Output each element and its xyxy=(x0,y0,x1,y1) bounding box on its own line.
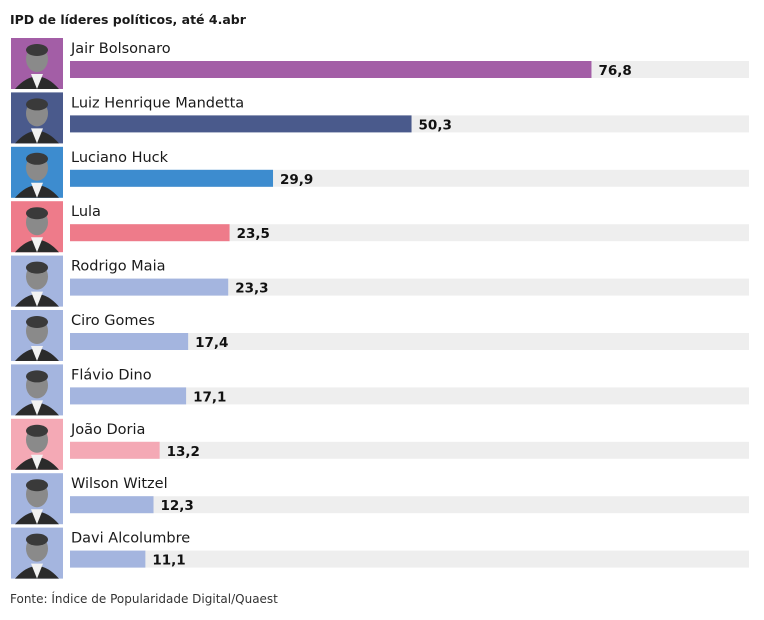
bar xyxy=(70,550,146,568)
category-label: Luiz Henrique Mandetta xyxy=(71,95,244,111)
bar-track xyxy=(70,496,749,514)
portrait-photo xyxy=(11,473,63,525)
category-label: Davi Alcolumbre xyxy=(71,531,190,547)
portrait-photo xyxy=(11,92,63,144)
bar xyxy=(70,278,229,296)
portrait-photo xyxy=(11,418,63,470)
portrait-photo xyxy=(11,146,63,198)
category-label: Lula xyxy=(71,204,101,220)
value-label: 13,2 xyxy=(167,444,200,460)
category-label: Rodrigo Maia xyxy=(71,259,165,275)
bar-row: Wilson Witzel 12,3 xyxy=(11,473,749,525)
category-label: Jair Bolsonaro xyxy=(70,41,171,57)
value-label: 17,1 xyxy=(193,389,226,405)
bar xyxy=(70,224,230,242)
bar-row: João Doria 13,2 xyxy=(11,418,749,470)
portrait-photo xyxy=(11,527,63,579)
portrait-photo xyxy=(11,364,63,416)
category-label: Luciano Huck xyxy=(71,150,169,166)
bar xyxy=(70,441,160,459)
portrait-photo xyxy=(11,255,63,307)
bar-row: Luiz Henrique Mandetta 50,3 xyxy=(11,92,749,144)
bar xyxy=(70,333,189,350)
source-note: Fonte: Índice de Popularidade Digital/Qu… xyxy=(10,592,278,606)
bar-track xyxy=(70,224,749,242)
category-label: Flávio Dino xyxy=(71,367,152,383)
bar-row: Davi Alcolumbre 11,1 xyxy=(11,527,749,579)
bar-row: Lula 23,5 xyxy=(11,201,749,253)
value-label: 50,3 xyxy=(419,117,452,133)
bar-row: Flávio Dino 17,1 xyxy=(11,364,749,416)
value-label: 12,3 xyxy=(161,498,194,514)
value-label: 23,5 xyxy=(237,226,270,242)
bar-track xyxy=(70,387,749,405)
portrait-photo xyxy=(11,201,63,253)
bar-track xyxy=(70,278,749,296)
bar-track xyxy=(70,333,749,350)
bar xyxy=(70,61,592,78)
value-label: 76,8 xyxy=(598,63,631,79)
chart-title: IPD de líderes políticos, até 4.abr xyxy=(10,12,246,27)
value-label: 23,3 xyxy=(235,281,268,297)
bar xyxy=(70,169,274,187)
bar xyxy=(70,115,412,133)
bar-row: Rodrigo Maia 23,3 xyxy=(11,255,749,307)
bar-row: Ciro Gomes 17,4 xyxy=(11,310,749,361)
bar xyxy=(70,387,187,405)
category-label: João Doria xyxy=(70,422,145,438)
value-label: 11,1 xyxy=(152,553,185,569)
bar-track xyxy=(70,441,749,459)
portrait-photo xyxy=(11,310,63,361)
bar xyxy=(70,496,154,514)
value-label: 29,9 xyxy=(280,172,313,188)
value-label: 17,4 xyxy=(195,335,228,351)
bar-track xyxy=(70,550,749,568)
category-label: Wilson Witzel xyxy=(71,476,168,492)
portrait-photo xyxy=(11,38,63,89)
bar-row: Luciano Huck 29,9 xyxy=(11,146,749,198)
bar-row: Jair Bolsonaro 76,8 xyxy=(11,38,749,89)
category-label: Ciro Gomes xyxy=(71,313,155,329)
